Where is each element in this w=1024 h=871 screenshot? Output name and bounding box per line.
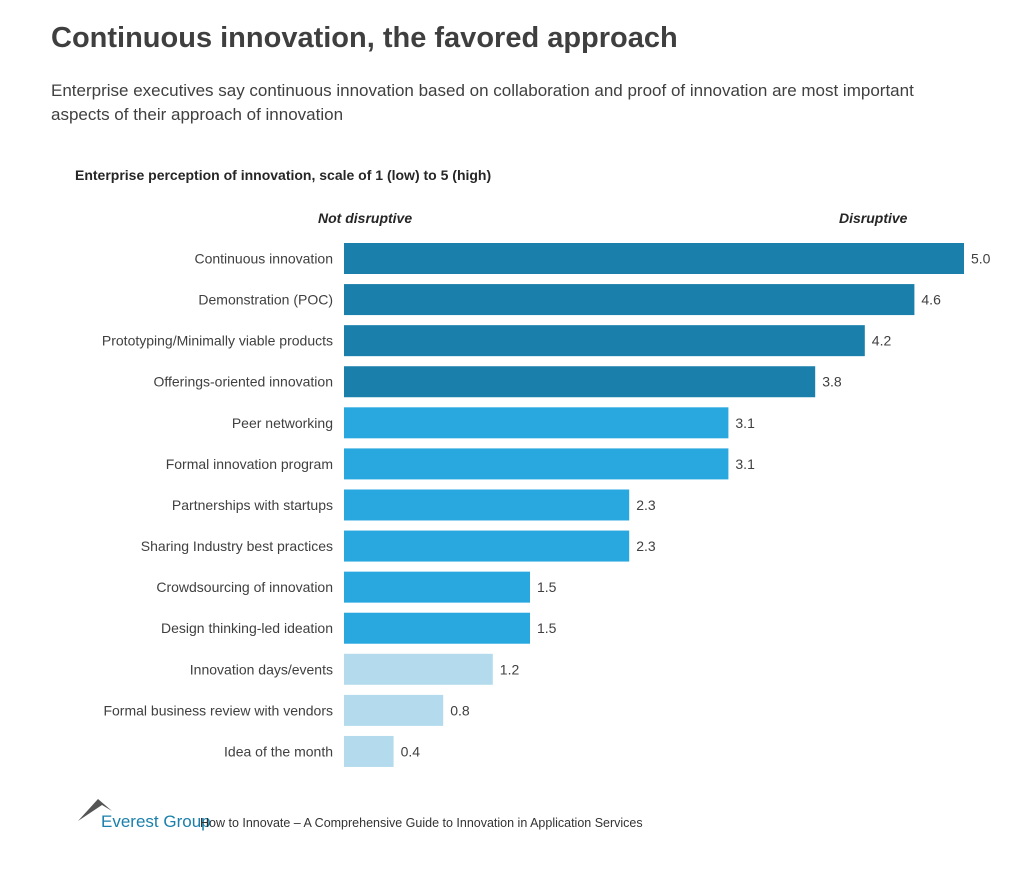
bar xyxy=(344,243,964,274)
data-label: 1.2 xyxy=(500,661,520,677)
brand-name: Everest Group xyxy=(101,812,211,831)
category-label: Formal business review with vendors xyxy=(103,702,333,718)
category-label: Innovation days/events xyxy=(190,661,333,677)
bar xyxy=(344,325,865,357)
data-label: 1.5 xyxy=(537,620,557,636)
data-label: 2.3 xyxy=(636,497,656,513)
bar xyxy=(344,448,729,480)
category-label: Design thinking-led ideation xyxy=(161,620,333,636)
data-label: 1.5 xyxy=(537,579,557,595)
bar xyxy=(344,571,530,603)
bar xyxy=(344,530,630,562)
axis-right-label: Disruptive xyxy=(839,210,908,226)
bar xyxy=(344,284,915,316)
category-label: Prototyping/Minimally viable products xyxy=(102,333,333,349)
bar xyxy=(344,489,630,521)
data-label: 3.8 xyxy=(822,374,842,390)
category-label: Idea of the month xyxy=(224,743,333,759)
category-label: Sharing Industry best practices xyxy=(141,538,333,554)
everest-logo-icon xyxy=(78,799,112,821)
data-label: 3.1 xyxy=(735,456,755,472)
data-label: 0.8 xyxy=(450,702,470,718)
bar xyxy=(344,735,394,767)
chart-title: Enterprise perception of innovation, sca… xyxy=(75,167,492,183)
bar xyxy=(344,653,493,685)
category-label: Offerings-oriented innovation xyxy=(153,374,333,390)
category-label: Continuous innovation xyxy=(194,251,333,267)
category-label: Partnerships with startups xyxy=(172,497,333,513)
axis-left-label: Not disruptive xyxy=(318,210,413,226)
page-subtitle: Enterprise executives say continuous inn… xyxy=(51,81,914,124)
data-label: 4.6 xyxy=(921,292,941,308)
bar xyxy=(344,694,444,726)
category-label: Demonstration (POC) xyxy=(198,292,333,308)
source-text: How to Innovate – A Comprehensive Guide … xyxy=(200,816,643,830)
category-label: Crowdsourcing of innovation xyxy=(156,579,333,595)
bar xyxy=(344,366,816,398)
page-title: Continuous innovation, the favored appro… xyxy=(51,22,678,54)
category-label: Formal innovation program xyxy=(166,456,333,472)
bar xyxy=(344,612,530,644)
data-label: 0.4 xyxy=(401,743,421,759)
category-label: Peer networking xyxy=(232,415,333,431)
bar xyxy=(344,407,729,439)
data-label: 2.3 xyxy=(636,538,656,554)
data-label: 4.2 xyxy=(872,333,892,349)
data-label: 5.0 xyxy=(971,251,991,267)
data-label: 3.1 xyxy=(735,415,755,431)
